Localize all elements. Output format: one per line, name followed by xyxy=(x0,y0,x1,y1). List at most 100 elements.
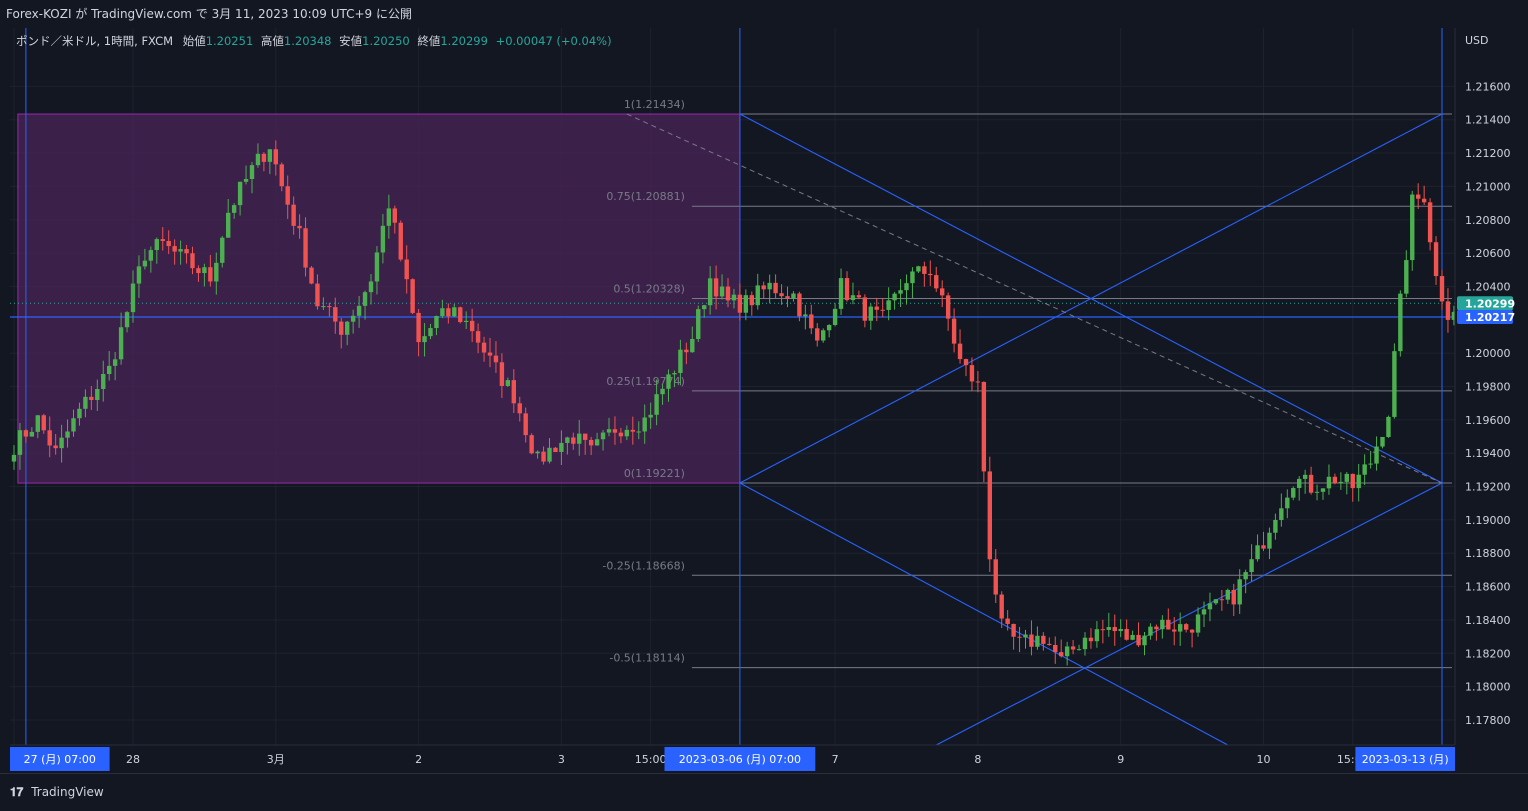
candle-body xyxy=(1106,627,1111,630)
candle-body xyxy=(428,328,433,337)
candle-body xyxy=(107,365,112,375)
close-label: 終値 xyxy=(417,34,441,48)
trend-lines xyxy=(739,113,1443,746)
candle-body xyxy=(112,359,118,366)
candle-body xyxy=(559,442,564,452)
candle-body xyxy=(505,380,511,386)
low-label: 安値 xyxy=(339,34,363,48)
candle-body xyxy=(844,278,850,301)
candle-body xyxy=(1451,311,1457,320)
candle-body xyxy=(1279,508,1284,520)
candle-body xyxy=(345,321,350,335)
time-axis-highlight-label: 27 (月) 07:00 xyxy=(24,753,96,766)
candle-body xyxy=(101,374,106,390)
trend-line xyxy=(739,113,1443,484)
price-tick-label: 1.21200 xyxy=(1465,147,1511,160)
candle-body xyxy=(327,306,332,308)
time-axis-highlight-label: 2023-03-06 (月) 07:00 xyxy=(679,753,801,766)
candle-body xyxy=(464,320,469,323)
candle-body xyxy=(1076,649,1082,651)
candle-body xyxy=(41,415,46,431)
candle-body xyxy=(862,297,868,321)
candle-body xyxy=(523,413,528,436)
candle-body xyxy=(1189,629,1195,633)
candle-body xyxy=(1017,636,1022,638)
candle-body xyxy=(309,267,314,284)
candle-body xyxy=(1035,635,1040,647)
fibonacci-level-label: -0.5(1.18114) xyxy=(609,652,685,665)
candle-body xyxy=(226,212,231,238)
price-tick-label: 1.17800 xyxy=(1465,714,1511,727)
candle-body xyxy=(172,246,177,252)
fibonacci-level-label: 0.75(1.20881) xyxy=(606,190,685,203)
candle-body xyxy=(785,296,790,299)
candle-body xyxy=(1439,276,1445,302)
price-tick-label: 1.21400 xyxy=(1465,114,1511,127)
candle-body xyxy=(356,305,362,316)
candle-body xyxy=(1404,260,1409,294)
price-tick-label: 1.19200 xyxy=(1465,481,1511,494)
candle-body xyxy=(809,314,814,329)
candle-body xyxy=(1320,488,1326,492)
footer-brand: 𝟏𝟕 TradingView xyxy=(0,773,1528,810)
candle-body xyxy=(594,439,600,446)
candle-body xyxy=(630,429,635,432)
time-axis-label: 3月 xyxy=(267,753,285,766)
candle-body xyxy=(1166,619,1171,630)
brand-name: TradingView xyxy=(31,785,104,799)
candle-body xyxy=(1285,497,1290,509)
candle-body xyxy=(118,327,124,360)
price-badge-label: 1.20299 xyxy=(1465,297,1515,310)
candle-body xyxy=(1237,579,1242,605)
candle-body xyxy=(951,318,957,344)
candle-body xyxy=(898,290,903,294)
candle-body xyxy=(1172,629,1177,632)
candle-body xyxy=(1273,519,1278,533)
candle-body xyxy=(1416,194,1421,199)
candle-body xyxy=(29,431,35,437)
time-axis-highlight xyxy=(664,747,816,771)
high-label: 高値 xyxy=(260,34,284,48)
candle-body xyxy=(487,352,493,356)
candle-body xyxy=(416,312,421,343)
candle-body xyxy=(910,271,915,284)
chart-svg[interactable]: 1(1.21434) 0.75(1.20881) 0.5(1.20328) 0.25(… xyxy=(0,28,1518,773)
candle-body xyxy=(249,165,255,180)
candle-body xyxy=(832,308,838,325)
candle-body xyxy=(731,294,737,301)
candle-body xyxy=(1368,463,1373,465)
candle-body xyxy=(612,429,618,433)
time-axis-label: 15:00 xyxy=(635,753,667,766)
candle-body xyxy=(499,362,505,386)
candle-body xyxy=(886,300,891,310)
candle-body xyxy=(1326,476,1332,489)
publish-info: Forex-KOZI が TradingView.com で 3月 11, 20… xyxy=(0,0,1528,28)
candle-body xyxy=(856,295,862,298)
candle-body xyxy=(1291,488,1296,498)
candle-body xyxy=(1338,481,1344,484)
candle-body xyxy=(493,355,499,363)
candle-body xyxy=(1041,635,1046,644)
fibonacci-level-label: 0.25(1.19774) xyxy=(606,375,685,388)
candle-body xyxy=(1201,609,1207,615)
candle-body xyxy=(1136,634,1141,646)
candle-body xyxy=(273,149,278,165)
candle-body xyxy=(791,293,796,299)
candle-body xyxy=(963,359,969,366)
candle-body xyxy=(1219,599,1225,601)
price-tick-label: 1.18400 xyxy=(1465,614,1511,627)
candle-body xyxy=(202,267,207,274)
candle-body xyxy=(606,429,612,433)
candle-body xyxy=(535,451,540,454)
candle-body xyxy=(529,435,534,454)
candle-body xyxy=(231,205,237,213)
candle-body xyxy=(368,281,374,293)
time-axis-label: 3 xyxy=(558,753,565,766)
price-tick-label: 1.19600 xyxy=(1465,414,1511,427)
candle-body xyxy=(89,396,94,400)
price-tick-label: 1.20000 xyxy=(1465,347,1511,360)
time-axis-label: 10 xyxy=(1257,753,1271,766)
price-chart[interactable]: 1(1.21434) 0.75(1.20881) 0.5(1.20328) 0.25(… xyxy=(0,28,1518,773)
time-axis-highlight xyxy=(1355,747,1455,771)
fibonacci-level-label: 1(1.21434) xyxy=(624,98,685,111)
